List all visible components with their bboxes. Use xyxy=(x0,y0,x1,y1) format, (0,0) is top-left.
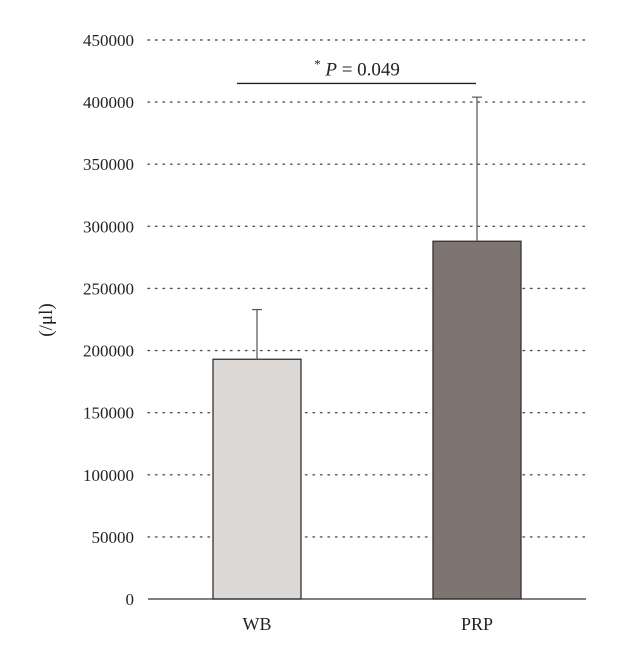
bar-wb xyxy=(212,358,302,600)
significance-star: * xyxy=(314,56,321,71)
y-tick-label: 50000 xyxy=(92,528,135,547)
y-tick-label: 350000 xyxy=(83,155,134,174)
x-tick-label-prp: PRP xyxy=(461,614,493,634)
y-axis-ticks: 0 50000 100000 150000 200000 250000 300000 3500… xyxy=(83,31,134,609)
y-axis-label: (/μl) xyxy=(36,303,57,336)
y-tick-label: 250000 xyxy=(83,279,134,298)
x-tick-label-wb: WB xyxy=(243,614,272,634)
gridlines xyxy=(147,39,587,538)
bars xyxy=(212,240,522,600)
x-axis-categories: WB PRP xyxy=(243,614,494,634)
p-symbol: P xyxy=(324,59,337,80)
significance-annotation: * P = 0.049 xyxy=(237,52,476,85)
y-tick-label: 400000 xyxy=(83,93,134,112)
bar-prp xyxy=(432,240,522,600)
y-tick-label: 450000 xyxy=(83,31,134,50)
p-value: = 0.049 xyxy=(342,59,400,80)
y-tick-label: 150000 xyxy=(83,404,134,423)
p-value-label: * P = 0.049 xyxy=(314,52,400,80)
error-bars xyxy=(252,96,482,360)
y-tick-label: 100000 xyxy=(83,466,134,485)
y-tick-label: 0 xyxy=(126,590,135,609)
y-tick-label: 300000 xyxy=(83,217,134,236)
y-tick-label: 200000 xyxy=(83,342,134,361)
